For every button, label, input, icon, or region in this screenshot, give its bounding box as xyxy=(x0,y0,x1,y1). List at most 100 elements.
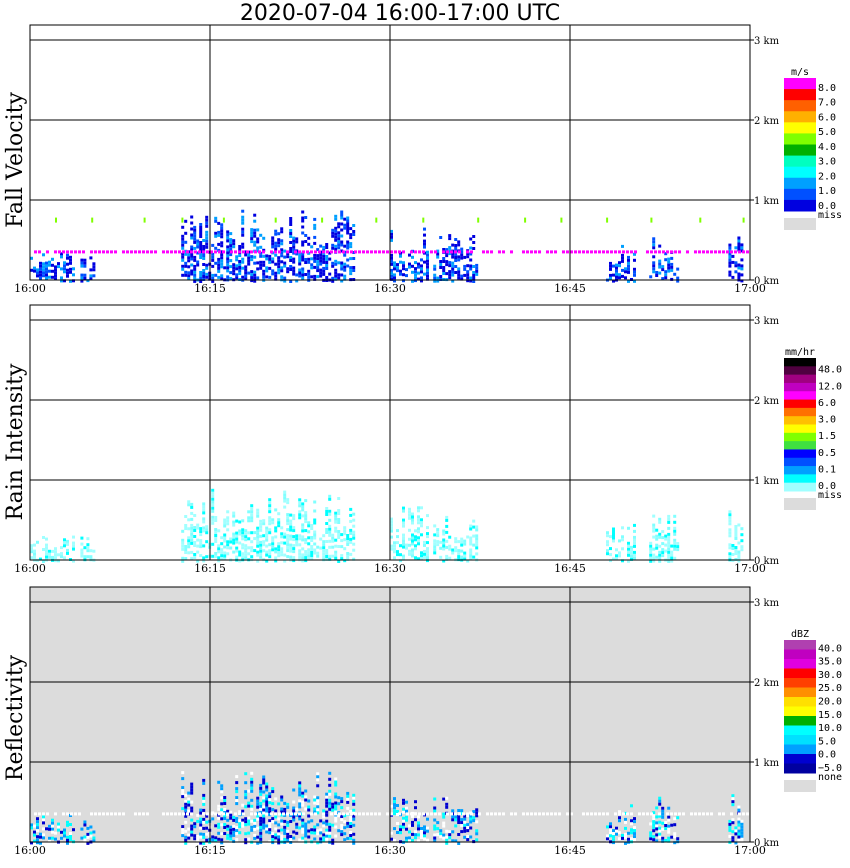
echo-cell xyxy=(390,517,393,521)
colorbar-swatch xyxy=(784,649,816,660)
echo-cell xyxy=(457,815,461,818)
echo-cell xyxy=(457,258,461,262)
echo-cell xyxy=(325,819,329,823)
echo-cell xyxy=(286,823,290,827)
reflectivity-band xyxy=(222,812,225,816)
fall-velocity-band xyxy=(114,250,117,254)
echo-cell xyxy=(301,821,305,825)
echo-cell xyxy=(274,815,278,819)
echo-cell xyxy=(214,261,218,265)
echo-cell xyxy=(737,272,741,276)
echo-cell xyxy=(286,513,290,517)
echo-cell xyxy=(417,530,420,534)
fall-velocity-band xyxy=(674,250,677,254)
echo-cell xyxy=(226,540,230,544)
echo-cell xyxy=(667,257,671,261)
echo-cell xyxy=(283,532,287,536)
echo-cell xyxy=(54,556,57,560)
echo-cell xyxy=(445,515,449,519)
echo-cell xyxy=(298,534,302,538)
fall-velocity-band xyxy=(386,250,389,254)
echo-cell xyxy=(66,262,69,266)
echo-cell xyxy=(292,245,296,249)
echo-cell xyxy=(346,240,350,244)
echo-cell xyxy=(304,240,308,243)
echo-cell xyxy=(448,836,452,840)
echo-cell xyxy=(673,823,677,827)
echo-cell xyxy=(187,253,191,257)
echo-cell xyxy=(217,559,221,563)
echo-cell xyxy=(286,546,290,550)
echo-cell xyxy=(250,513,254,517)
echo-cell xyxy=(83,273,87,277)
echo-cell xyxy=(211,273,215,277)
echo-cell xyxy=(295,831,299,835)
echo-cell xyxy=(211,841,215,845)
echo-cell xyxy=(268,516,272,520)
echo-cell xyxy=(280,248,284,252)
echo-cell xyxy=(352,838,356,842)
x-tick-label: 16:30 xyxy=(374,282,406,295)
echo-cell xyxy=(196,242,200,246)
echo-cell xyxy=(190,245,194,249)
echo-cell xyxy=(352,542,356,546)
echo-cell xyxy=(655,821,659,825)
echo-cell xyxy=(259,834,263,838)
echo-cell xyxy=(211,258,215,262)
echo-cell xyxy=(232,818,236,822)
colorbar-unit: m/s xyxy=(791,67,809,78)
echo-cell xyxy=(292,526,296,530)
km-tick-label: 1 km xyxy=(754,196,780,207)
echo-cell xyxy=(301,514,305,518)
echo-cell xyxy=(229,540,233,544)
echo-cell xyxy=(66,838,69,842)
echo-cell xyxy=(475,552,479,556)
echo-cell xyxy=(63,261,66,265)
echo-cell xyxy=(63,270,66,274)
echo-cell xyxy=(731,821,735,825)
echo-cell xyxy=(83,546,87,550)
echo-cell xyxy=(190,824,194,828)
echo-cell xyxy=(238,819,242,823)
fall-velocity-band xyxy=(198,250,201,254)
echo-cell xyxy=(232,523,236,527)
echo-cell xyxy=(193,258,197,262)
echo-cell xyxy=(737,553,741,557)
echo-cell xyxy=(451,551,455,555)
echo-cell xyxy=(292,800,296,804)
fall-velocity-band xyxy=(562,250,565,254)
reflectivity-band xyxy=(434,812,437,816)
echo-cell xyxy=(199,820,203,824)
echo-cell xyxy=(737,805,741,809)
fall-velocity-band xyxy=(382,250,385,254)
echo-cell xyxy=(211,500,215,504)
echo-cell xyxy=(298,259,302,263)
echo-cell xyxy=(211,515,215,519)
echo-cell xyxy=(36,817,39,821)
reflectivity-band xyxy=(322,812,325,816)
echo-cell xyxy=(624,817,627,821)
echo-cell xyxy=(475,263,479,267)
echo-cell xyxy=(426,829,429,833)
echo-cell xyxy=(193,273,197,277)
echo-cell xyxy=(463,557,467,561)
echo-cell xyxy=(205,230,209,234)
echo-cell xyxy=(214,540,218,543)
echo-cell xyxy=(310,257,314,261)
echo-cell xyxy=(423,828,426,832)
echo-cell xyxy=(436,255,440,259)
echo-cell xyxy=(304,789,308,793)
colorbar-missing-label: miss xyxy=(818,210,842,221)
echo-cell xyxy=(247,822,251,826)
echo-cell xyxy=(193,240,197,244)
echo-cell xyxy=(399,544,402,548)
fall-velocity-speck xyxy=(181,217,184,223)
echo-cell xyxy=(463,542,467,546)
echo-cell xyxy=(265,824,269,828)
echo-cell xyxy=(390,238,393,242)
echo-cell xyxy=(286,805,290,809)
echo-cell xyxy=(229,537,233,541)
echo-cell xyxy=(343,226,347,230)
echo-cell xyxy=(184,273,188,277)
echo-cell xyxy=(181,264,185,268)
